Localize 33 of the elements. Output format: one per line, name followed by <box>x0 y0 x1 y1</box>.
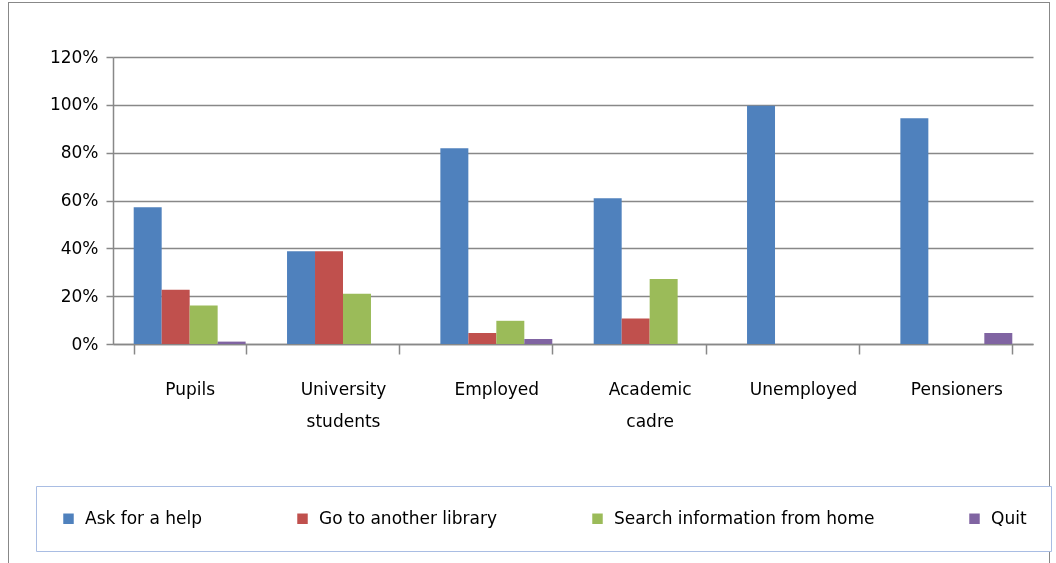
bar <box>189 305 218 344</box>
y-tick-label: 80% <box>60 142 99 163</box>
y-tick-label: 0% <box>71 333 99 354</box>
bar <box>984 333 1013 344</box>
x-tick-label: University students <box>300 378 387 431</box>
bar <box>593 198 622 344</box>
bar <box>287 251 316 344</box>
y-tick-label: 20% <box>60 285 99 306</box>
bar <box>747 105 776 344</box>
bar <box>133 207 162 344</box>
y-tick-label: 40% <box>60 237 99 258</box>
y-tick-label: 120% <box>49 46 99 67</box>
x-tick-label: Pupils <box>165 378 216 399</box>
bar <box>440 148 469 344</box>
bar <box>161 289 190 344</box>
bar <box>649 278 678 344</box>
bar <box>315 251 343 344</box>
bar <box>343 293 371 344</box>
x-tick-label: Employed <box>454 378 540 399</box>
bar <box>621 318 650 344</box>
legend-label: Search information from home <box>614 507 875 528</box>
x-tick-label: Pensioners <box>910 378 1003 399</box>
bar <box>496 320 525 344</box>
legend-label: Quit <box>991 507 1027 528</box>
y-tick-label: 100% <box>49 94 99 115</box>
legend-label: Ask for a help <box>85 507 203 528</box>
legend-label: Go to another library <box>319 507 498 528</box>
bar <box>524 338 553 344</box>
bar <box>468 333 497 344</box>
y-tick-label: 60% <box>60 190 99 210</box>
x-tick-label: Unemployed <box>749 378 858 399</box>
x-tick-label: Academic cadre <box>608 378 692 431</box>
bar <box>900 118 929 344</box>
